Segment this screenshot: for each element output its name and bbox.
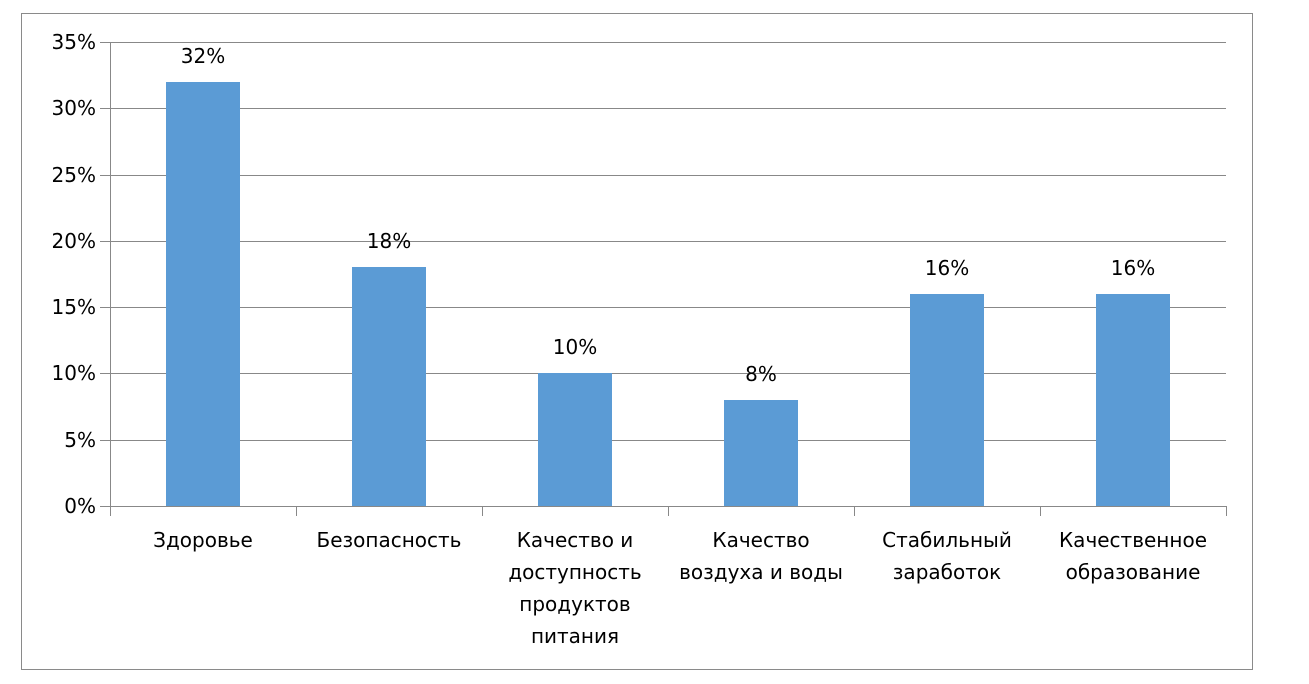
category-label: Здоровье [153,528,253,552]
y-tick-label: 0% [64,494,96,518]
y-tick-label: 15% [51,295,96,320]
y-tick-label: 30% [51,96,96,121]
gridline [110,42,1226,43]
y-tick-mark [100,506,110,507]
gridline [110,240,1226,242]
data-label: 16% [1110,255,1156,280]
bar[interactable] [1096,293,1170,506]
category-label: Безопасность [316,528,462,552]
x-tick-mark [1040,506,1041,516]
x-tick-mark [1226,506,1227,516]
category-label: Качество воздуха и воды [679,528,843,584]
y-tick-mark [100,108,110,110]
gridline [110,439,1226,441]
y-tick-mark [100,174,110,176]
y-tick-mark [100,307,110,309]
y-tick-label: 5% [64,427,96,452]
y-tick-label: 25% [51,162,96,187]
y-tick-mark [100,439,110,441]
data-label: 32% [180,43,226,68]
data-label: 16% [924,255,970,280]
data-label: 8% [745,361,777,386]
data-label: 10% [552,335,598,360]
y-tick-label: 20% [51,228,96,253]
category-label: Стабильный заработок [882,528,1012,584]
category-label: Качество и доступность продуктов питания [508,528,642,648]
x-tick-mark [296,506,297,516]
bar[interactable] [166,81,240,506]
y-tick-label: 10% [51,361,96,386]
bar[interactable] [538,373,612,506]
category-label: Качественное образование [1058,528,1207,584]
y-tick-mark [100,42,110,43]
plot-area: 0% 5% 10% 15% 20% 25% 30% 35% 32% Здоровье 18% Безо… [52,32,1227,648]
y-tick-label: 35% [51,30,96,54]
y-tick-mark [100,240,110,242]
chart-frame [21,13,1253,670]
bar[interactable] [910,293,984,506]
x-tick-mark [110,506,111,516]
gridline [110,108,1226,110]
gridline [110,373,1226,375]
bar[interactable] [352,267,426,506]
gridline [110,307,1226,309]
x-tick-mark [854,506,855,516]
data-label: 18% [366,229,412,254]
y-tick-mark [100,373,110,375]
y-axis-line [110,42,111,506]
bar[interactable] [724,399,798,506]
x-tick-mark [668,506,669,516]
gridline [110,174,1226,176]
x-tick-mark [482,506,483,516]
